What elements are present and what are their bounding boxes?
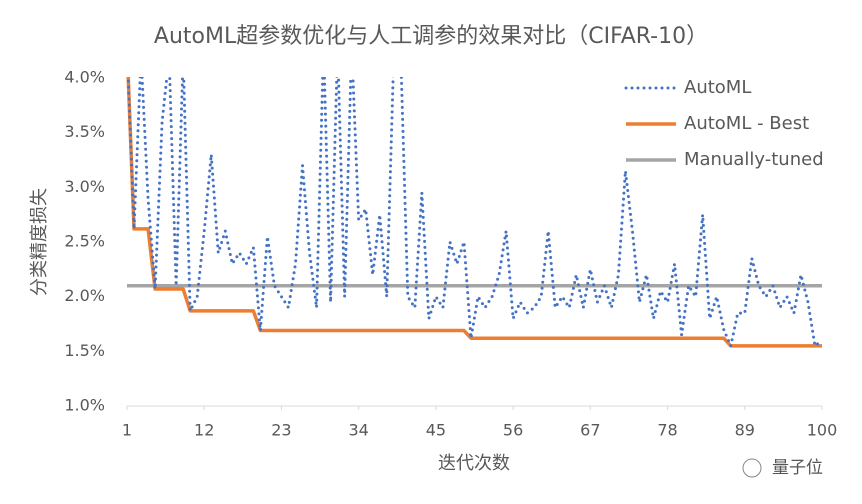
x-tick-label: 78 — [657, 421, 677, 440]
x-tick-label: 34 — [348, 421, 368, 440]
legend-label: AutoML - Best — [684, 113, 809, 134]
x-axis-label: 迭代次数 — [438, 453, 510, 474]
series-line — [126, 77, 822, 348]
x-tick-label: 67 — [580, 421, 600, 440]
x-tick-label: 89 — [735, 421, 755, 440]
watermark-icon — [742, 458, 762, 478]
y-tick-label: 3.5% — [64, 122, 105, 141]
y-tick-label: 2.5% — [64, 232, 105, 251]
watermark: 量子位 — [772, 458, 823, 478]
chart-title: AutoML超参数优化与人工调参的效果对比（CIFAR-10） — [154, 24, 708, 49]
legend-label: Manually-tuned — [684, 149, 824, 170]
x-tick-label: 100 — [807, 421, 838, 440]
y-tick-label: 2.0% — [64, 286, 105, 305]
x-tick-label: 56 — [503, 421, 523, 440]
legend-label: AutoML — [684, 77, 751, 98]
x-tick-label: 1 — [122, 421, 132, 440]
y-tick-label: 1.0% — [64, 396, 105, 415]
y-tick-label: 3.0% — [64, 177, 105, 196]
x-tick-label: 23 — [271, 421, 291, 440]
x-tick-label: 45 — [426, 421, 446, 440]
y-axis-label: 分类精度损失 — [29, 188, 50, 296]
y-tick-label: 1.5% — [64, 341, 105, 360]
series-line — [126, 77, 824, 348]
x-tick-label: 12 — [194, 421, 214, 440]
plot-area — [126, 77, 824, 348]
y-tick-label: 4.0% — [64, 68, 105, 87]
